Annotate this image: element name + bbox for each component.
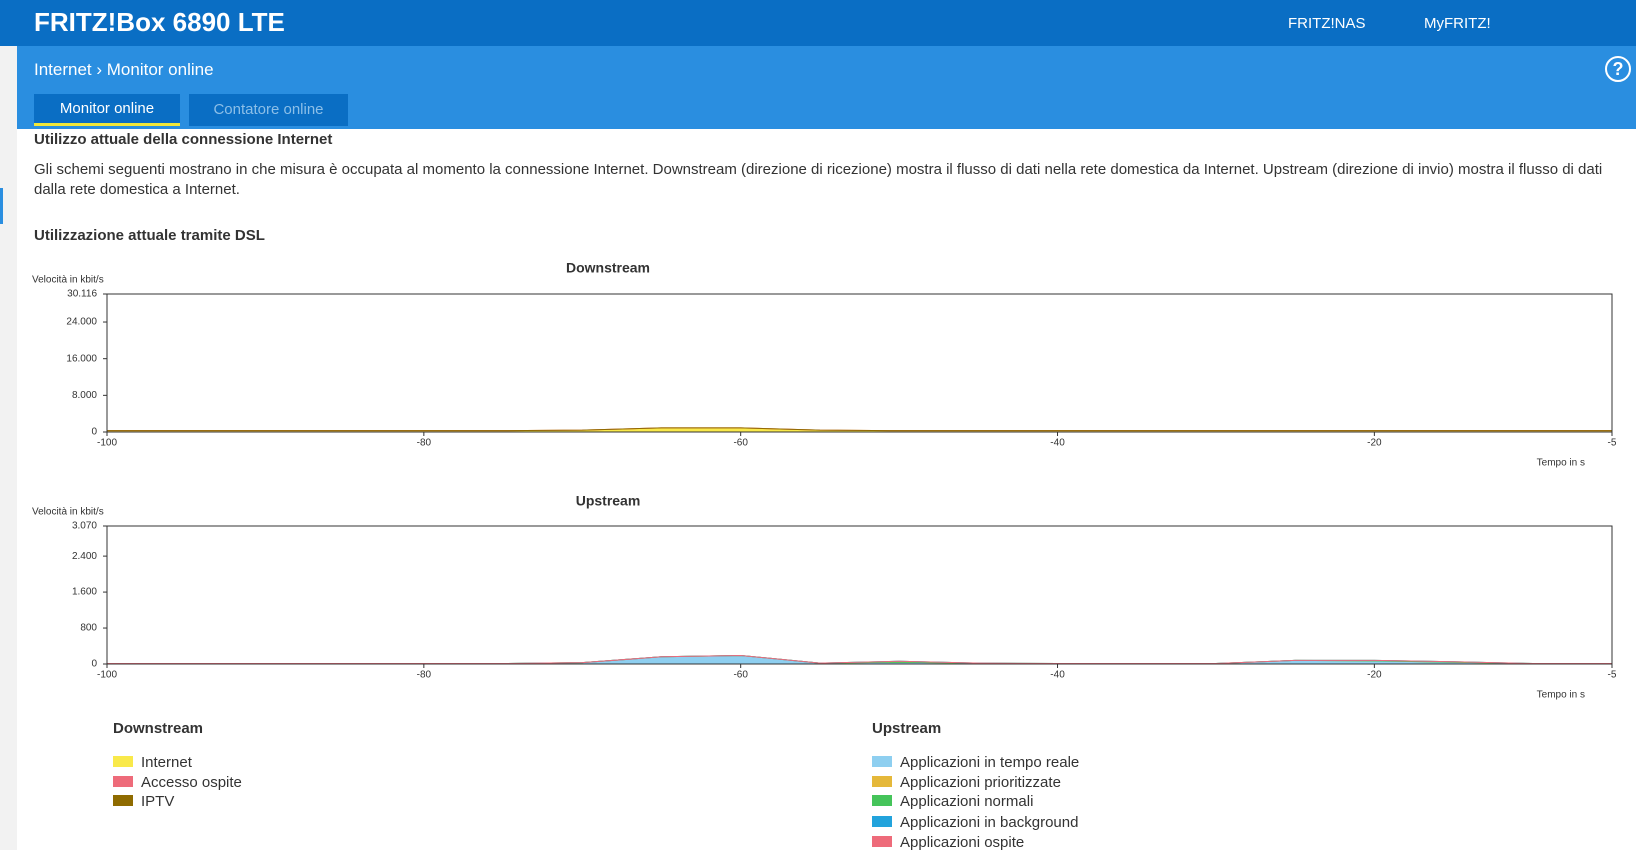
legend-label: Internet xyxy=(141,754,193,771)
legend-swatch xyxy=(113,776,133,787)
legend-label: Applicazioni in tempo reale xyxy=(900,754,1079,771)
breadcrumb-item[interactable]: Internet xyxy=(34,60,92,79)
tab[interactable]: Contatore online xyxy=(189,94,348,126)
legend-label: Applicazioni ospite xyxy=(900,834,1024,850)
y-tick-label: 8.000 xyxy=(72,390,97,401)
y-tick-label: 30.116 xyxy=(67,289,97,300)
x-tick-label: -5 xyxy=(1608,670,1617,681)
breadcrumb: Internet › Monitor online xyxy=(34,60,214,79)
header-bar xyxy=(0,0,1636,46)
legend-label: Applicazioni in background xyxy=(900,814,1078,831)
legend-label: Applicazioni prioritizzate xyxy=(900,774,1061,791)
legend-swatch xyxy=(113,756,133,767)
legend-swatch xyxy=(872,816,892,827)
area-series xyxy=(107,654,1612,665)
tab-active[interactable]: Monitor online xyxy=(34,94,180,126)
section-heading: Utilizzo attuale della connessione Inter… xyxy=(34,131,333,148)
legend-swatch xyxy=(872,776,892,787)
left-marker xyxy=(0,188,3,224)
help-icon[interactable]: ? xyxy=(1605,56,1631,82)
x-axis-label: Tempo in s xyxy=(1537,690,1585,701)
legend-swatch xyxy=(113,795,133,806)
plot-frame xyxy=(106,293,1613,433)
y-tick-label: 800 xyxy=(80,623,97,634)
chart-title: Upstream xyxy=(576,493,641,509)
legend-swatch xyxy=(872,756,892,767)
section-text: Gli schemi seguenti mostrano in che misu… xyxy=(34,161,1603,198)
y-tick-label: 2.400 xyxy=(72,551,97,562)
plot-frame xyxy=(106,525,1613,665)
y-axis-label: Velocità in kbit/s xyxy=(32,507,104,518)
y-tick-label: 24.000 xyxy=(66,317,97,328)
breadcrumb-item: Monitor online xyxy=(106,60,214,79)
x-axis-label: Tempo in s xyxy=(1537,458,1585,469)
legend-swatch xyxy=(872,836,892,847)
y-tick-label: 0 xyxy=(91,659,97,670)
legend-swatch xyxy=(872,795,892,806)
header-link[interactable]: MyFRITZ! xyxy=(1424,15,1491,32)
y-axis-label: Velocità in kbit/s xyxy=(32,275,104,286)
legend-title: Downstream xyxy=(113,720,203,737)
y-tick-label: 0 xyxy=(91,427,97,438)
header-title: FRITZ!Box 6890 LTE xyxy=(34,7,285,37)
x-tick-label: -100 xyxy=(97,670,117,681)
y-tick-label: 16.000 xyxy=(66,353,97,364)
x-tick-label: -40 xyxy=(1050,670,1065,681)
x-tick-label: -20 xyxy=(1367,438,1382,449)
x-tick-label: -5 xyxy=(1608,438,1617,449)
y-tick-label: 3.070 xyxy=(72,521,97,532)
header-link[interactable]: FRITZ!NAS xyxy=(1288,15,1366,32)
legend-label: Accesso ospite xyxy=(141,774,242,791)
y-tick-label: 1.600 xyxy=(72,587,97,598)
x-tick-label: -80 xyxy=(417,438,432,449)
chart-title: Downstream xyxy=(566,260,650,276)
left-strip xyxy=(0,46,17,850)
x-tick-label: -40 xyxy=(1050,438,1065,449)
legend-label: Applicazioni normali xyxy=(900,793,1033,810)
section-subheading: Utilizzazione attuale tramite DSL xyxy=(34,227,265,244)
x-tick-label: -80 xyxy=(417,670,432,681)
x-tick-label: -60 xyxy=(733,670,748,681)
legend-title: Upstream xyxy=(872,720,941,737)
legend-label: IPTV xyxy=(141,793,174,810)
x-tick-label: -100 xyxy=(97,438,117,449)
x-tick-label: -60 xyxy=(733,438,748,449)
x-tick-label: -20 xyxy=(1367,670,1382,681)
area-series xyxy=(107,427,1612,432)
